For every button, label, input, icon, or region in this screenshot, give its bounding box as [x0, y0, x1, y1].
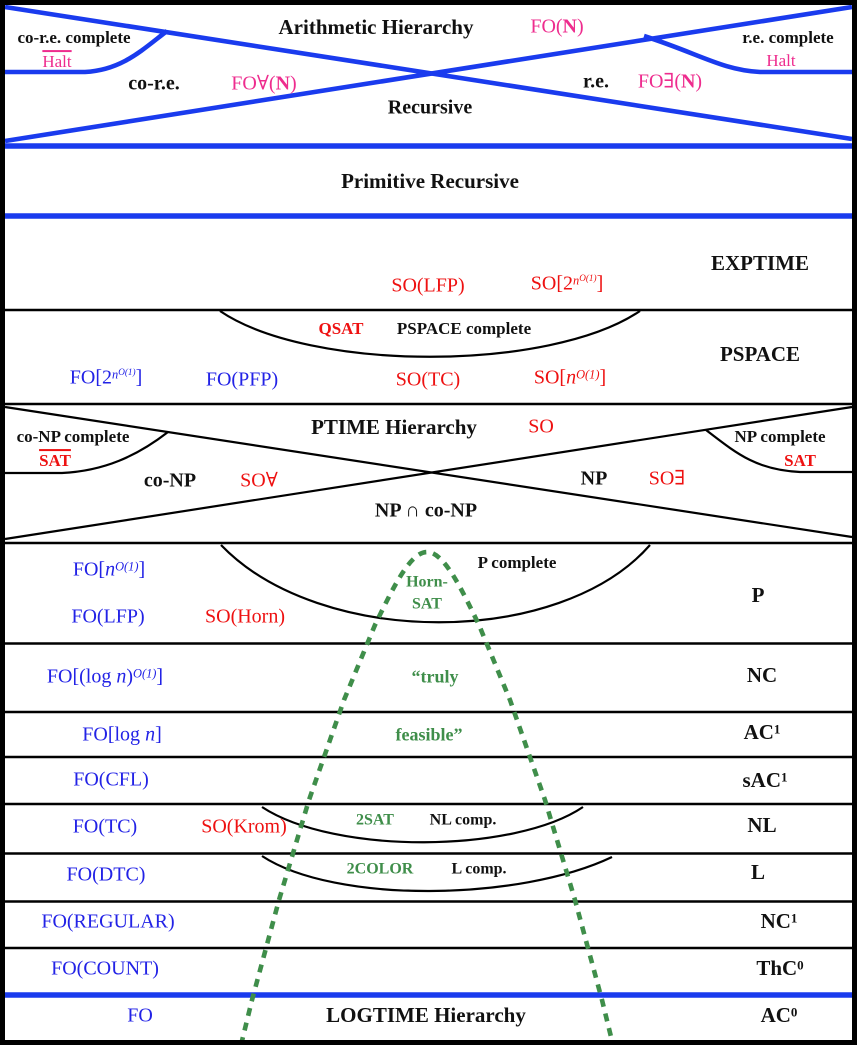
nl-complete-label: NL comp. — [429, 811, 497, 829]
band-separators-black — [0, 308, 857, 950]
so-horn-label: SO(Horn) — [205, 605, 285, 628]
nc1-class-label: NC1 — [760, 908, 798, 933]
so-2pow-label: SO[2nO(1)] — [530, 272, 604, 295]
np-label: NP — [580, 467, 608, 490]
fo-2pow-label: FO[2nO(1)] — [69, 366, 143, 389]
ptime-diagonal-right — [4, 405, 853, 541]
co-np-label: co-NP — [143, 469, 197, 492]
so-krom-label: SO(Krom) — [201, 815, 287, 838]
so-lfp-label: SO(LFP) — [391, 274, 465, 297]
sac1-class-label: sAC1 — [742, 767, 788, 792]
fo-forall-n-label: FO∀(N) — [231, 72, 297, 95]
so-exists-label: SO∃ — [648, 467, 686, 490]
two-color-label: 2COLOR — [346, 860, 414, 878]
np-complete-label: NP complete — [734, 427, 826, 447]
halt-label: Halt — [766, 51, 796, 71]
pspace-complete-dip-curve — [219, 310, 641, 358]
l-complete-dip-curve — [261, 855, 613, 893]
recursive-label: Recursive — [387, 96, 473, 119]
p-class-label: P — [751, 582, 765, 607]
horn-sat-label-line2: SAT — [412, 595, 442, 613]
so-npow-label: SO[nO(1)] — [533, 366, 607, 389]
thc0-class-label: ThC0 — [756, 955, 804, 980]
truly-label: “truly — [411, 666, 459, 687]
qsat-label: QSAT — [318, 319, 364, 339]
primitive-recursive-label: Primitive Recursive — [341, 168, 519, 193]
sat-complement-label: SAT — [39, 451, 71, 471]
co-re-label: co-r.e. — [128, 72, 180, 95]
ptime-and-dip-curves — [4, 310, 853, 893]
co-np-complete-label: co-NP complete — [16, 427, 130, 447]
so-tc-label: SO(TC) — [395, 368, 461, 391]
p-complete-dip-curve — [220, 544, 651, 624]
fo-npow-label: FO[nO(1)] — [72, 558, 146, 581]
nl-class-label: NL — [747, 812, 777, 837]
fo-exists-n-label: FO∃(N) — [637, 70, 703, 93]
arith-diagonal-right — [4, 4, 853, 144]
blue-structure-lines — [0, 4, 857, 998]
fo-regular-label: FO(REGULAR) — [41, 910, 175, 933]
fo-pfp-label: FO(PFP) — [205, 368, 279, 391]
arithmetic-hierarchy-title: Arithmetic Hierarchy — [278, 14, 474, 39]
ptime-hierarchy-title: PTIME Hierarchy — [311, 414, 477, 439]
fo-dtc-label: FO(DTC) — [66, 863, 146, 886]
halt-complement-label: Halt — [42, 52, 72, 72]
exptime-class-label: EXPTIME — [710, 250, 810, 275]
feasible-label: feasible” — [395, 724, 463, 745]
fo-label: FO — [127, 1004, 153, 1027]
co-np-complete-carve-curve — [4, 431, 169, 475]
ac1-class-label: AC1 — [743, 719, 781, 744]
re-label: r.e. — [583, 70, 609, 93]
pspace-complete-label: PSPACE complete — [396, 319, 532, 339]
re-complete-label: r.e. complete — [742, 28, 834, 48]
nl-complete-dip-curve — [261, 806, 584, 844]
co-re-complete-carve-curve — [4, 29, 169, 75]
fo-cfl-label: FO(CFL) — [73, 768, 149, 791]
sat-label: SAT — [784, 451, 816, 471]
np-complete-carve-curve — [705, 429, 853, 474]
fo-tc-label: FO(TC) — [72, 815, 138, 838]
so-label: SO — [528, 415, 554, 438]
l-class-label: L — [750, 859, 766, 884]
p-complete-label: P complete — [477, 553, 557, 573]
truly-feasible-dashed-curve — [238, 549, 616, 1045]
co-re-complete-label: co-r.e. complete — [17, 28, 131, 48]
re-complete-carve-curve — [643, 33, 853, 75]
fo-n-label: FO(N) — [530, 15, 584, 38]
two-sat-label: 2SAT — [356, 811, 394, 829]
fo-log-label: FO[log n] — [82, 723, 162, 746]
so-forall-label: SO∀ — [240, 469, 278, 492]
fo-logpow-label: FO[(log n)O(1)] — [46, 665, 164, 688]
ac0-class-label: AC0 — [760, 1002, 798, 1027]
horn-sat-label-line1: Horn- — [406, 573, 448, 591]
l-complete-label: L comp. — [451, 860, 507, 878]
logtime-hierarchy-title: LOGTIME Hierarchy — [326, 1002, 526, 1027]
np-cap-co-np-label: NP ∩ co-NP — [374, 499, 478, 522]
fo-lfp-label: FO(LFP) — [71, 605, 145, 628]
fo-count-label: FO(COUNT) — [51, 957, 159, 980]
nc-class-label: NC — [746, 662, 778, 687]
pspace-class-label: PSPACE — [719, 341, 801, 366]
